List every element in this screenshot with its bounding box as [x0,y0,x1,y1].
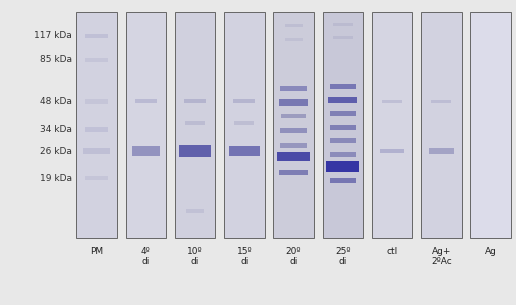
Bar [277,152,310,161]
Bar [234,121,254,125]
Bar [233,99,255,103]
Bar [431,99,452,103]
Bar [86,34,108,38]
Bar [330,84,356,89]
Bar [429,148,454,154]
Text: 19 kDa: 19 kDa [40,174,72,183]
Bar [328,97,358,103]
Bar [185,121,205,125]
Text: 4º
di: 4º di [141,247,151,267]
Bar [330,138,356,143]
Bar [326,161,360,172]
Text: 48 kDa: 48 kDa [40,97,72,106]
Bar [281,143,307,148]
Bar [421,12,462,238]
Bar [471,12,511,238]
Text: 10º
di: 10º di [187,247,203,267]
Bar [330,111,356,116]
Bar [224,12,265,238]
Bar [76,12,117,238]
Bar [372,12,412,238]
Bar [330,178,356,183]
Bar [179,145,211,157]
Text: 85 kDa: 85 kDa [40,55,72,64]
Bar [273,12,314,238]
Bar [86,58,108,62]
Bar [280,170,308,175]
Bar [125,12,166,238]
Text: 25º
di: 25º di [335,247,350,267]
Bar [330,125,356,130]
Text: 15º
di: 15º di [236,247,252,267]
Bar [186,209,204,213]
Text: PM: PM [90,247,103,256]
Bar [330,152,356,157]
Bar [86,176,108,180]
Text: Ag+
2ºAc: Ag+ 2ºAc [431,247,452,267]
Bar [281,128,307,133]
Bar [281,114,306,118]
Text: Ag: Ag [485,247,496,256]
Bar [84,148,110,154]
Bar [284,38,303,41]
Bar [175,12,215,238]
Bar [184,99,206,103]
Text: ctl: ctl [386,247,398,256]
Bar [380,149,404,153]
Text: 34 kDa: 34 kDa [40,125,72,134]
Bar [86,127,108,132]
Bar [333,36,353,39]
Text: 20º
di: 20º di [286,247,301,267]
Bar [333,23,353,26]
Bar [382,99,402,103]
Text: 117 kDa: 117 kDa [35,31,72,40]
Bar [284,24,303,27]
Bar [86,99,108,104]
Text: 26 kDa: 26 kDa [40,146,72,156]
Bar [132,146,160,156]
Bar [281,86,307,92]
Bar [135,99,157,103]
Bar [322,12,363,238]
Bar [229,145,260,156]
Bar [279,99,308,106]
